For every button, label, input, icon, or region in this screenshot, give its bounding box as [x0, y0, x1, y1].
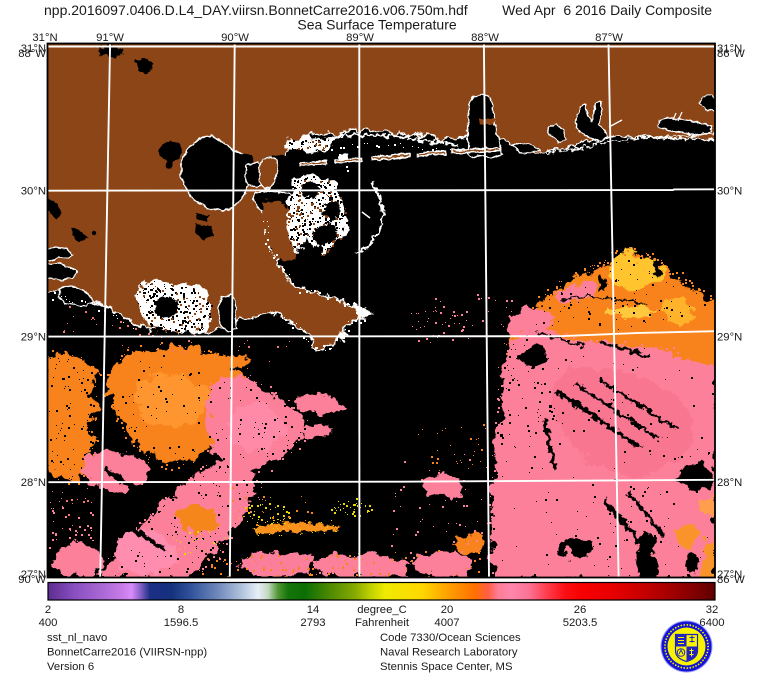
svg-text:31°N: 31°N [32, 32, 57, 44]
svg-text:90°W: 90°W [221, 32, 249, 44]
svg-text:2793: 2793 [300, 617, 325, 629]
svg-text:26: 26 [574, 604, 587, 616]
svg-text:Stennis Space Center, MS: Stennis Space Center, MS [380, 661, 513, 673]
svg-text:91°W: 91°W [96, 32, 124, 44]
svg-text:1596.5: 1596.5 [164, 617, 199, 629]
svg-text:28°N: 28°N [717, 477, 742, 489]
svg-text:20: 20 [441, 604, 454, 616]
svg-text:29°N: 29°N [21, 332, 46, 344]
svg-text:5203.5: 5203.5 [563, 617, 598, 629]
svg-text:28°N: 28°N [21, 477, 46, 489]
svg-text:86°W: 86°W [717, 48, 745, 60]
svg-text:Sea Surface Temperature: Sea Surface Temperature [297, 17, 456, 33]
svg-text:Wed Apr 6 2016 Daily Composit: Wed Apr 6 2016 Daily Composite [502, 2, 712, 18]
svg-text:88°W: 88°W [18, 48, 46, 60]
svg-text:30°N: 30°N [717, 186, 742, 198]
svg-text:Fahrenheit: Fahrenheit [355, 617, 410, 629]
svg-text:Code 7330/Ocean Sciences: Code 7330/Ocean Sciences [380, 632, 521, 644]
svg-text:8: 8 [178, 604, 184, 616]
svg-text:27°N: 27°N [21, 569, 46, 581]
svg-text:86°W: 86°W [717, 574, 745, 586]
svg-text:Version 6: Version 6 [47, 661, 94, 673]
svg-text:BonnetCarre2016 (VIIRSN-npp): BonnetCarre2016 (VIIRSN-npp) [47, 647, 207, 659]
svg-text:31°N: 31°N [21, 43, 46, 55]
svg-text:30°N: 30°N [21, 186, 46, 198]
svg-text:88°W: 88°W [471, 32, 499, 44]
svg-text:89°W: 89°W [346, 32, 374, 44]
svg-text:400: 400 [39, 617, 58, 629]
svg-text:87°W: 87°W [595, 32, 623, 44]
svg-text:90°W: 90°W [18, 574, 46, 586]
svg-text:npp.2016097.0406.D.L4_DAY.viir: npp.2016097.0406.D.L4_DAY.viirsn.BonnetC… [44, 2, 468, 18]
svg-text:29°N: 29°N [717, 332, 742, 344]
svg-text:32: 32 [706, 604, 719, 616]
svg-text:2: 2 [45, 604, 51, 616]
svg-text:31°N: 31°N [717, 43, 742, 55]
svg-text:sst_nl_navo: sst_nl_navo [47, 632, 107, 644]
svg-text:27°N: 27°N [717, 569, 742, 581]
svg-text:14: 14 [307, 604, 320, 616]
svg-text:Naval Research Laboratory: Naval Research Laboratory [380, 647, 518, 659]
svg-text:4007: 4007 [434, 617, 459, 629]
svg-text:6400: 6400 [699, 617, 724, 629]
svg-text:degree_C: degree_C [357, 604, 407, 616]
